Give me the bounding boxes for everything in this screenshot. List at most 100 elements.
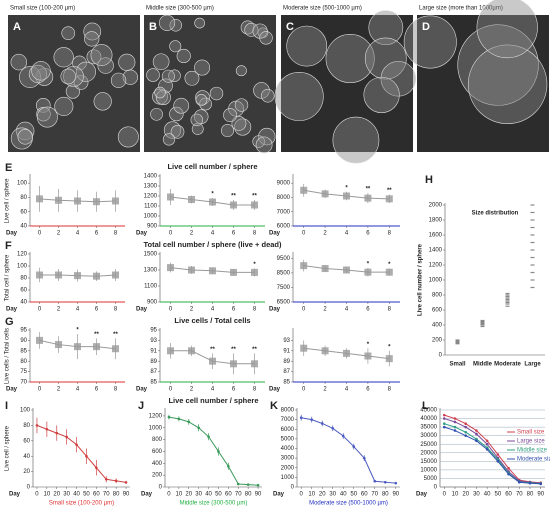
- x-tick-label: 20: [462, 492, 469, 498]
- series-line: [444, 426, 541, 485]
- x-tick-label: 8: [253, 307, 257, 313]
- point: [362, 456, 366, 460]
- x-tick-label: 0: [38, 387, 42, 393]
- sphere: [63, 66, 84, 87]
- y-tick-label: 8500: [277, 270, 291, 276]
- point: [74, 343, 81, 351]
- point: [442, 425, 446, 429]
- point: [455, 340, 460, 342]
- x-tick-label: 80: [113, 492, 120, 498]
- annotation: **: [366, 187, 371, 193]
- x-tick-label: 4: [76, 387, 80, 393]
- point: [507, 472, 510, 476]
- annotation: **: [113, 332, 118, 338]
- x-axis-label: Day: [269, 307, 281, 313]
- sphere: [364, 37, 407, 80]
- point: [496, 453, 500, 456]
- x-tick-label: 10: [176, 492, 183, 498]
- point: [36, 195, 43, 203]
- point: [343, 192, 350, 200]
- y-tick-label: 85: [283, 380, 290, 386]
- point: [530, 234, 535, 236]
- x-tick-label: 0: [300, 492, 304, 498]
- y-tick-label: 1100: [144, 204, 158, 210]
- legend-label: Small size: [517, 430, 545, 436]
- y-tick-label: 40: [23, 454, 30, 460]
- sphere: [35, 98, 51, 113]
- y-tick-label: 80: [23, 423, 30, 429]
- point: [455, 342, 460, 344]
- sphere: [54, 96, 74, 116]
- point: [230, 268, 237, 276]
- sphere: [61, 26, 76, 40]
- point: [385, 355, 393, 363]
- point: [341, 434, 345, 438]
- sphere: [170, 125, 185, 139]
- y-tick-label: 80: [20, 195, 27, 201]
- point: [209, 357, 216, 365]
- y-tick-label: 8000: [277, 195, 291, 201]
- y-tick-label: 0: [159, 485, 163, 491]
- point: [124, 481, 128, 484]
- x-tick-label: 80: [527, 492, 534, 498]
- sphere: [184, 70, 200, 86]
- point: [528, 481, 532, 485]
- x-tick-label: 6: [95, 387, 99, 393]
- y-tick-label: 80: [20, 359, 27, 365]
- y-tick-label: 6500: [277, 300, 291, 306]
- y-tick-label: 20: [23, 469, 30, 475]
- x-axis-label: Day: [136, 387, 148, 393]
- x-tick-label: 0: [302, 231, 306, 237]
- y-tick-label: 75: [20, 369, 27, 375]
- point: [394, 481, 398, 485]
- point: [480, 322, 485, 325]
- x-tick-label: 0: [302, 307, 306, 313]
- y-tick-label: 9500: [277, 256, 291, 262]
- x-tick-label: 2: [190, 231, 194, 237]
- chart-title: Total cell number / sphere (live + dead): [143, 240, 282, 249]
- x-tick-label: 30: [329, 492, 336, 498]
- point: [480, 319, 485, 322]
- sphere: [368, 10, 404, 46]
- x-tick-label: 70: [516, 492, 523, 498]
- sphere: [169, 106, 184, 122]
- x-tick-label: 6: [232, 307, 236, 313]
- y-tick-label: 1500: [144, 252, 158, 258]
- x-tick-label: 8: [388, 307, 392, 313]
- y-tick-label: 40: [20, 300, 27, 306]
- sphere: [75, 61, 96, 82]
- x-tick-label: 8: [114, 387, 118, 393]
- y-axis-label: Live cell / sphere: [5, 425, 11, 471]
- x-tick-label: 40: [205, 492, 212, 498]
- y-tick-label: 1200: [149, 414, 163, 420]
- point: [453, 429, 457, 432]
- y-tick-label: 95: [20, 328, 27, 334]
- sphere: [17, 129, 33, 145]
- point: [112, 197, 119, 205]
- point: [530, 286, 535, 289]
- y-tick-label: 100: [17, 181, 28, 187]
- point: [505, 305, 510, 307]
- sphere: [15, 121, 35, 141]
- y-tick-label: 93: [283, 338, 290, 344]
- sphere: [195, 90, 210, 106]
- x-tick-label: 2: [190, 387, 194, 393]
- y-tick-label: 800: [152, 437, 163, 443]
- y-tick-label: 1200: [144, 194, 158, 200]
- point: [209, 198, 216, 206]
- x-axis-label: Day: [269, 387, 281, 393]
- x-tick-label: 8: [114, 231, 118, 237]
- sphere: [65, 84, 81, 99]
- y-tick-label: 5000: [281, 436, 295, 442]
- x-tick-label: Moderate: [494, 362, 521, 368]
- point: [352, 445, 356, 448]
- point: [167, 347, 174, 355]
- annotation: *: [345, 185, 348, 191]
- point: [251, 268, 258, 276]
- sphere: [154, 86, 166, 99]
- x-tick-label: 0: [38, 231, 42, 237]
- annotation: *: [388, 344, 391, 350]
- x-tick-label: 8: [114, 307, 118, 313]
- legend-label: Moderate size: [517, 457, 550, 463]
- y-tick-label: 1400: [429, 248, 443, 254]
